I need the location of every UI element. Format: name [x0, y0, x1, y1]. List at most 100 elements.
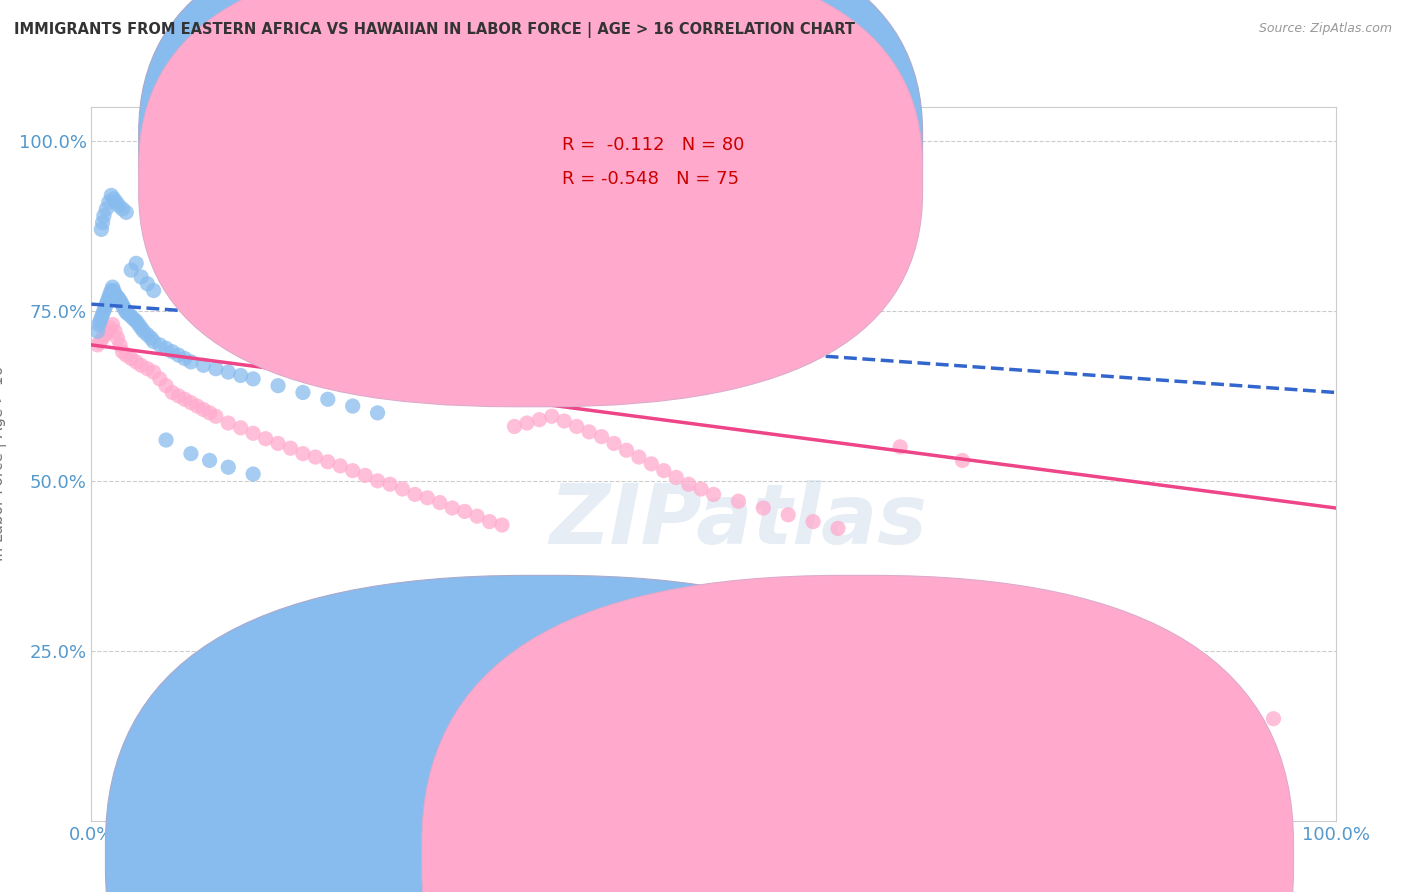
Point: [416, 491, 439, 505]
Point: [198, 453, 221, 467]
Point: [429, 495, 451, 509]
Point: [136, 361, 159, 376]
Point: [98, 287, 121, 301]
Point: [702, 487, 725, 501]
Point: [603, 436, 626, 450]
Point: [105, 289, 128, 303]
Point: [180, 355, 202, 369]
Point: [93, 209, 115, 223]
Point: [103, 284, 125, 298]
Point: [198, 406, 221, 420]
Point: [86, 338, 108, 352]
Point: [354, 468, 377, 483]
Point: [104, 324, 127, 338]
Point: [97, 195, 120, 210]
Point: [186, 399, 208, 413]
Point: [89, 314, 111, 328]
Text: Source: ZipAtlas.com: Source: ZipAtlas.com: [1258, 22, 1392, 36]
Point: [540, 409, 562, 424]
Point: [217, 416, 239, 430]
Point: [90, 222, 112, 236]
Point: [316, 392, 339, 407]
Point: [167, 243, 190, 257]
Point: [90, 310, 112, 325]
Text: R =  -0.112   N = 80: R = -0.112 N = 80: [562, 136, 744, 153]
Point: [465, 509, 488, 524]
Point: [678, 477, 700, 491]
Point: [316, 455, 339, 469]
Point: [180, 395, 202, 409]
Point: [167, 389, 190, 403]
Point: [93, 304, 115, 318]
Point: [107, 290, 129, 304]
Text: ZIPatlas: ZIPatlas: [550, 481, 928, 561]
Point: [142, 284, 165, 298]
Point: [565, 419, 588, 434]
Point: [89, 334, 111, 349]
Point: [94, 301, 117, 315]
Point: [391, 482, 413, 496]
Point: [142, 365, 165, 379]
Point: [180, 250, 202, 264]
Point: [690, 482, 713, 496]
Point: [128, 318, 150, 332]
Text: Hawaiians: Hawaiians: [879, 849, 957, 863]
Point: [193, 402, 215, 417]
Point: [441, 501, 464, 516]
Point: [529, 412, 551, 426]
Point: [453, 504, 475, 518]
Point: [111, 202, 134, 216]
Point: [193, 359, 215, 373]
Point: [91, 307, 114, 321]
Point: [180, 447, 202, 461]
Point: [136, 327, 159, 342]
Point: [280, 441, 302, 455]
Point: [578, 425, 600, 439]
Point: [96, 202, 118, 216]
Point: [87, 318, 110, 332]
Point: [111, 344, 134, 359]
Point: [752, 501, 775, 516]
Point: [640, 457, 662, 471]
Point: [122, 312, 145, 326]
Point: [1263, 712, 1285, 726]
Y-axis label: In Labor Force | Age > 16: In Labor Force | Age > 16: [0, 367, 7, 561]
Point: [342, 464, 364, 478]
Point: [267, 378, 290, 392]
Point: [205, 361, 228, 376]
Point: [112, 301, 135, 315]
Point: [96, 297, 118, 311]
Text: R = -0.548   N = 75: R = -0.548 N = 75: [562, 170, 740, 188]
Point: [120, 351, 142, 366]
Point: [378, 477, 401, 491]
Point: [129, 269, 152, 284]
Point: [97, 293, 120, 308]
Point: [553, 414, 575, 428]
Point: [217, 365, 239, 379]
Point: [155, 341, 177, 355]
Point: [217, 460, 239, 475]
Point: [136, 277, 159, 291]
Point: [950, 453, 973, 467]
Point: [616, 443, 638, 458]
Point: [267, 436, 290, 450]
Point: [367, 474, 389, 488]
Point: [114, 302, 136, 317]
Point: [354, 290, 377, 304]
FancyBboxPatch shape: [139, 0, 922, 373]
Point: [129, 321, 152, 335]
Point: [105, 195, 128, 210]
Point: [139, 331, 162, 345]
Point: [162, 385, 184, 400]
Point: [889, 440, 911, 454]
Point: [120, 263, 142, 277]
Point: [242, 467, 264, 481]
Point: [111, 298, 134, 312]
Point: [167, 348, 190, 362]
Point: [107, 331, 129, 345]
Point: [591, 430, 613, 444]
Point: [778, 508, 800, 522]
Point: [118, 307, 141, 321]
Point: [103, 192, 125, 206]
Point: [100, 284, 122, 298]
